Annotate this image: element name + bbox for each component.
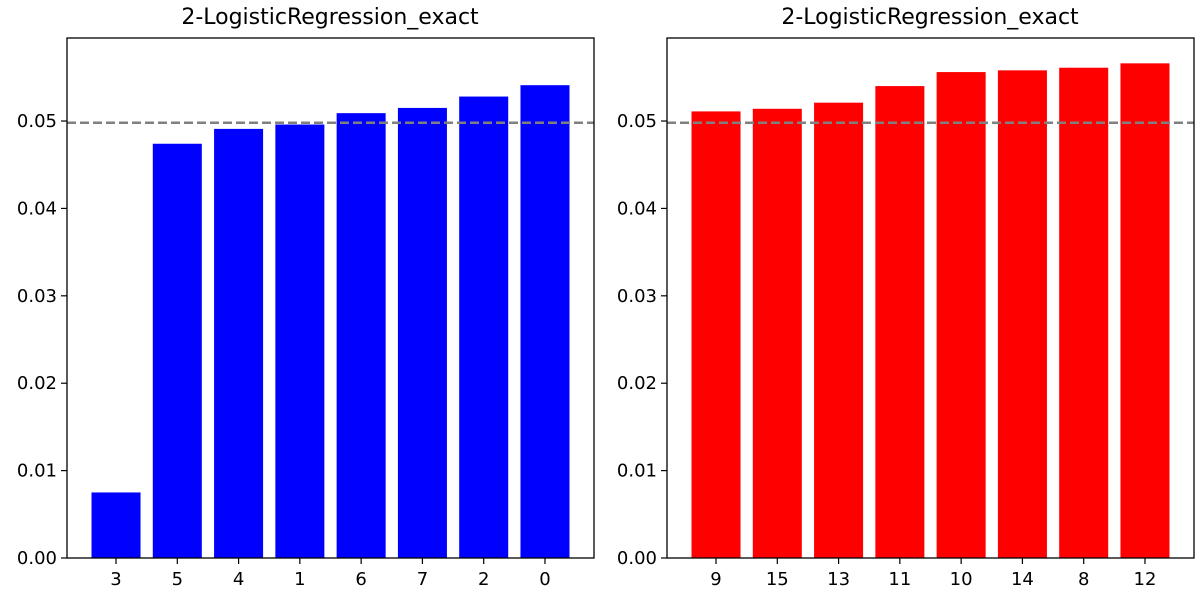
left-ytick-label: 0.00	[17, 548, 57, 569]
left-chart-panel: 2-LogisticRegression_exact 3 5 4 1 6 7 2 0 0.00 0…	[17, 5, 595, 590]
left-bar-5	[152, 143, 202, 558]
right-ytick-label: 0.01	[617, 461, 657, 482]
left-ytick-label: 0.04	[17, 198, 57, 219]
right-xtick-label: 11	[888, 569, 911, 590]
right-bar-8	[1059, 67, 1109, 559]
right-bar-14	[997, 70, 1047, 558]
left-bar-0	[520, 85, 570, 558]
left-bar-2	[459, 96, 509, 559]
right-chart-title: 2-LogisticRegression_exact	[781, 5, 1079, 30]
left-xtick-label: 3	[110, 569, 121, 590]
right-bar-13	[814, 102, 864, 559]
right-xtick-label: 9	[710, 569, 721, 590]
left-xtick-label: 0	[539, 569, 550, 590]
right-xtick-label: 14	[1011, 569, 1034, 590]
left-ytick-label: 0.01	[17, 461, 57, 482]
right-ytick-label: 0.05	[617, 111, 657, 132]
left-xtick-label: 1	[294, 569, 305, 590]
left-xtick-label: 4	[233, 569, 244, 590]
right-bar-10	[936, 72, 986, 558]
right-xtick-label: 15	[766, 569, 789, 590]
left-xtick-label: 5	[172, 569, 183, 590]
left-xtick-label: 2	[478, 569, 489, 590]
left-bar-1	[275, 124, 325, 559]
left-ytick-label: 0.05	[17, 111, 57, 132]
right-ytick-label: 0.04	[617, 198, 657, 219]
right-bar-9	[691, 111, 741, 558]
right-xtick-label: 10	[950, 569, 973, 590]
right-bar-12	[1120, 63, 1170, 559]
left-bar-7	[397, 107, 447, 559]
left-bar-6	[336, 113, 386, 558]
right-bar-15	[752, 108, 802, 558]
right-ytick-label: 0.02	[617, 373, 657, 394]
left-xtick-label: 7	[417, 569, 428, 590]
left-plot-frame	[66, 37, 595, 559]
left-bar-3	[91, 492, 141, 558]
right-ytick-label: 0.00	[617, 548, 657, 569]
right-xtick-label: 12	[1134, 569, 1157, 590]
left-ytick-label: 0.02	[17, 373, 57, 394]
right-bar-11	[875, 86, 925, 558]
left-bar-4	[214, 128, 264, 558]
right-xtick-label: 13	[827, 569, 850, 590]
left-xtick-label: 6	[355, 569, 366, 590]
left-chart-title: 2-LogisticRegression_exact	[181, 5, 479, 30]
right-xtick-label: 8	[1078, 569, 1089, 590]
right-ytick-label: 0.03	[617, 286, 657, 307]
right-plot-frame	[666, 37, 1195, 559]
left-ytick-label: 0.03	[17, 286, 57, 307]
right-chart-panel: 2-LogisticRegression_exact 9 15 13 11 10 14 8 1…	[617, 5, 1195, 590]
